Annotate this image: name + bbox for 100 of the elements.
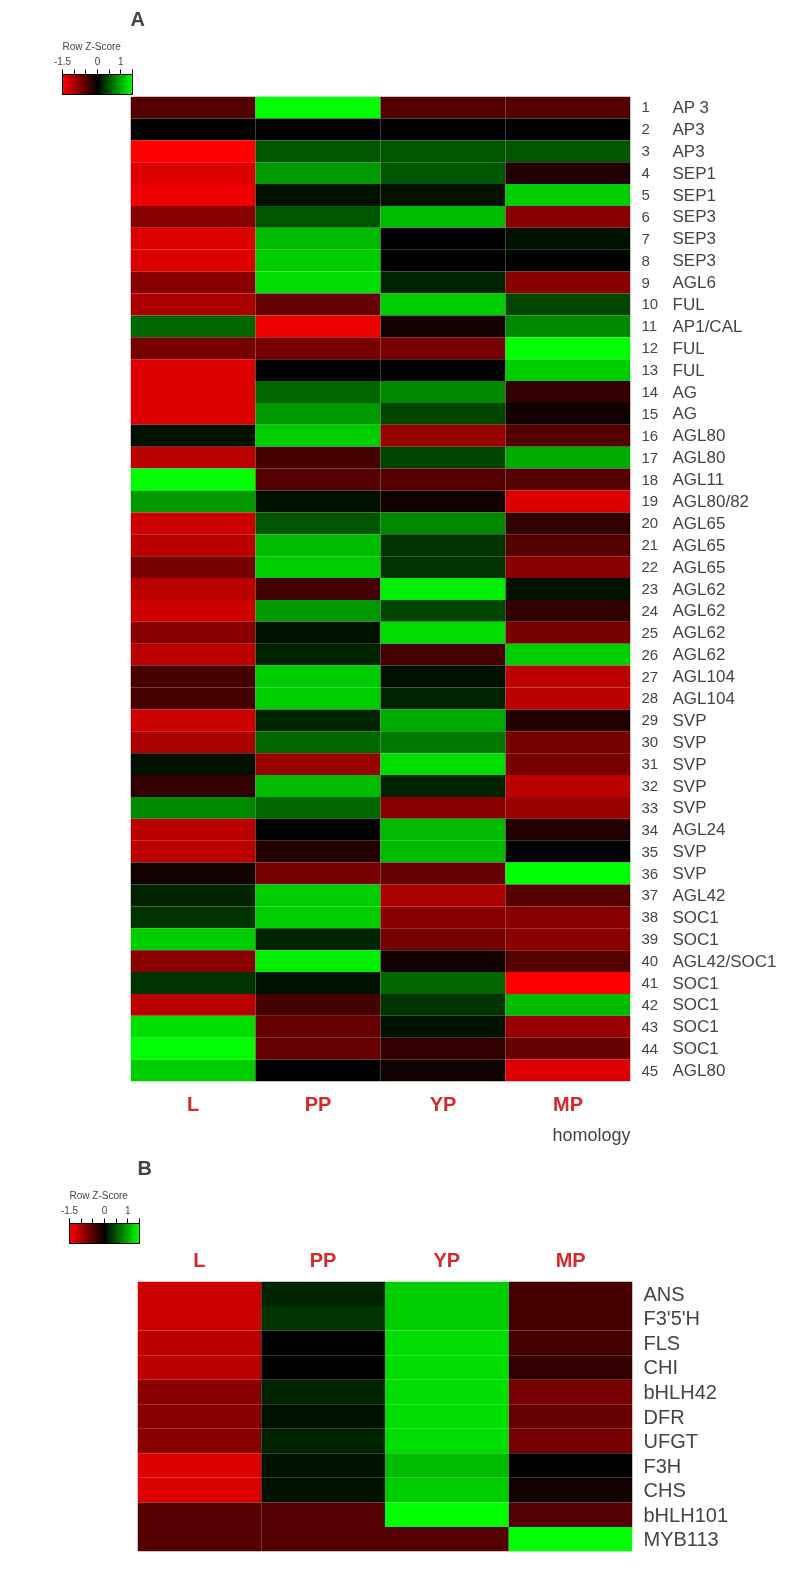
y-tick-label: 9 [641, 273, 650, 291]
y-tick-label: 8 [641, 251, 650, 269]
y2-tick-label: AG [672, 382, 698, 402]
y2-tick-label: SEP3 [672, 251, 716, 271]
x-tick-label: YP [429, 1092, 457, 1115]
y-tick-label: 35 [641, 842, 659, 860]
y-tick-label: bHLH42 [643, 1380, 717, 1403]
y-tick-label: 18 [641, 470, 659, 488]
y2-tick-label: SOC1 [672, 929, 719, 949]
y2-tick-label: AP1/CAL [672, 316, 743, 336]
y-tick-label: 34 [641, 820, 659, 838]
y2-tick-label: AGL62 [672, 579, 726, 599]
x-tick-label: L [186, 1092, 200, 1115]
y2-tick-label: SVP [672, 754, 707, 774]
y-tick-label: 6 [641, 207, 650, 225]
y-tick-label: 19 [641, 492, 659, 510]
y-tick-label: MYB113 [643, 1528, 719, 1551]
y2-tick-label: SOC1 [672, 973, 719, 993]
y2-tick-label: AGL62 [672, 623, 726, 643]
y2-tick-label: AGL62 [672, 645, 726, 665]
y2-tick-label: FUL [672, 338, 705, 358]
color-bar-title: Row Z-Score [69, 1189, 129, 1201]
y2-tick-label: SEP3 [672, 229, 716, 249]
y2-tick-label: AGL104 [672, 667, 735, 687]
y2-tick-label: SOC1 [672, 1039, 719, 1059]
y2-tick-label: AGL65 [672, 557, 726, 577]
color-bar-label: 0 [101, 1204, 108, 1216]
y-tick-label: 11 [641, 317, 658, 335]
y2-tick-label: AG [672, 404, 698, 424]
y-tick-label: 3 [641, 142, 650, 160]
y2-tick-label: AGL65 [672, 535, 726, 555]
y-tick-label: 22 [641, 558, 659, 576]
color-bar-label: -1.5 [60, 1204, 79, 1216]
y2-tick-label: SOC1 [672, 907, 719, 927]
color-bar-label: -1.5 [53, 55, 72, 67]
y-tick-label: 23 [641, 580, 659, 597]
y-tick-label: 24 [641, 601, 659, 619]
y2-tick-label: AGL80 [672, 426, 726, 446]
y2-tick-label: AGL6 [672, 273, 716, 293]
y2-tick-label: AGL42/SOC1 [672, 951, 777, 971]
y-tick-label: 37 [641, 886, 659, 904]
color-bar-label: 0 [94, 55, 101, 67]
text: homology [552, 1124, 631, 1145]
y-tick-label: 38 [641, 908, 659, 926]
y-tick-label: 12 [641, 339, 659, 357]
y-tick-label: 5 [641, 186, 650, 203]
y2-tick-label: SEP3 [672, 207, 716, 227]
y2-tick-label: AGL80/82 [672, 491, 750, 511]
y-tick-label: 29 [641, 711, 659, 729]
x-tick-label: YP [433, 1248, 461, 1271]
y-tick-label: F3H [643, 1454, 682, 1477]
y2-tick-label: SOC1 [672, 995, 719, 1015]
y-tick-label: 39 [641, 930, 659, 948]
y2-tick-label: AGL62 [672, 601, 726, 621]
y-tick-label: 15 [641, 404, 659, 422]
y2-tick-label: FUL [672, 294, 705, 314]
chart-title: A [130, 7, 145, 30]
y2-tick-label: AP 3 [672, 97, 710, 117]
y-tick-label: 32 [641, 777, 659, 794]
y-tick-label: 7 [641, 229, 650, 247]
x-tick-label: PP [309, 1248, 337, 1271]
y-tick-label: 30 [641, 733, 659, 751]
y2-tick-label: SVP [672, 842, 707, 862]
y2-tick-label: SOC1 [672, 1017, 719, 1037]
y2-tick-label: AGL80 [672, 1061, 726, 1081]
chart-title: B [137, 1156, 152, 1179]
y-tick-label: 31 [641, 755, 659, 773]
x-tick-label: MP [555, 1248, 586, 1271]
color-bar-label: 1 [125, 1204, 132, 1216]
x-tick-label: PP [304, 1092, 332, 1115]
y-tick-label: FLS [643, 1331, 681, 1354]
x-tick-label: L [193, 1248, 206, 1271]
y-tick-label: 13 [641, 361, 659, 379]
y-tick-label: UFGT [643, 1430, 698, 1453]
y-tick-label: CHI [643, 1356, 678, 1379]
color-bar-title: Row Z-Score [62, 40, 122, 52]
y-tick-label: 1 [641, 98, 650, 116]
y-tick-label: 27 [641, 667, 659, 685]
y2-tick-label: FUL [672, 360, 705, 380]
y2-tick-label: SEP1 [672, 163, 716, 183]
y-tick-label: 36 [641, 864, 659, 882]
y-tick-label: DFR [643, 1405, 685, 1428]
y-tick-label: 17 [641, 448, 659, 466]
y-tick-label: 14 [641, 383, 659, 400]
y2-tick-label: AGL104 [672, 688, 735, 708]
y2-tick-label: SVP [672, 864, 707, 884]
y2-tick-label: AP3 [672, 141, 705, 161]
y-tick-label: 43 [641, 1017, 659, 1035]
y-tick-label: 28 [641, 689, 659, 707]
y2-tick-label: AGL42 [672, 885, 726, 905]
y-tick-label: 33 [641, 798, 659, 816]
y2-tick-label: AGL65 [672, 513, 726, 533]
y-tick-label: 42 [641, 995, 659, 1013]
y2-tick-label: SEP1 [672, 185, 716, 205]
y-tick-label: 4 [641, 164, 650, 182]
y2-tick-label: SVP [672, 710, 707, 730]
y-tick-label: 10 [641, 295, 659, 313]
y-tick-label: 41 [641, 974, 659, 991]
y-tick-label: 26 [641, 645, 659, 663]
y2-tick-label: AGL24 [672, 820, 726, 840]
